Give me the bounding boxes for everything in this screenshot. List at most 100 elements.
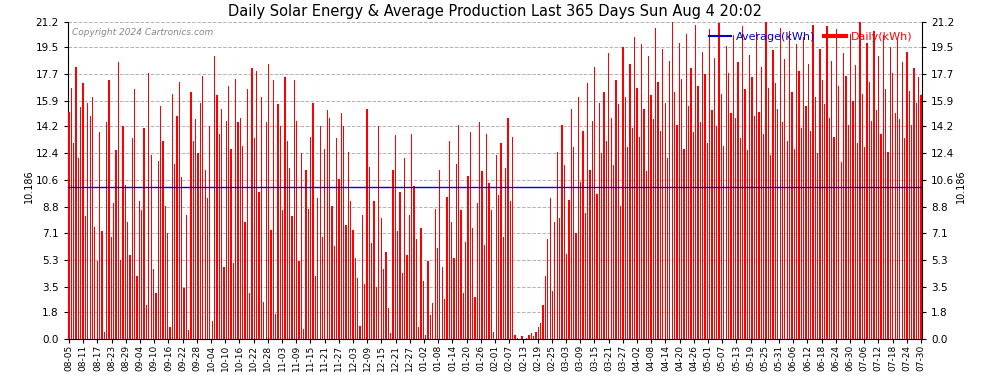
Bar [918,77,920,339]
Bar [371,243,372,339]
Bar [310,137,312,339]
Bar [364,284,365,339]
Bar [127,222,129,339]
Bar [169,327,170,339]
Bar [118,62,119,339]
Bar [150,155,151,339]
Bar [580,182,581,339]
Bar [714,58,715,339]
Bar [174,164,175,339]
Bar [845,76,846,339]
Bar [448,141,449,339]
Bar [914,68,915,339]
Bar [505,168,506,339]
Bar [152,268,154,339]
Bar [70,88,72,339]
Bar [827,26,828,339]
Bar [880,134,882,339]
Bar [402,273,403,339]
Text: 10.186: 10.186 [956,170,966,203]
Bar [453,258,454,339]
Bar [176,116,177,339]
Bar [301,153,302,339]
Bar [749,55,750,339]
Bar [287,141,288,339]
Title: Daily Solar Energy & Average Production Last 365 Days Sun Aug 4 20:02: Daily Solar Energy & Average Production … [228,4,762,19]
Bar [392,170,394,339]
Bar [639,137,640,339]
Bar [465,242,466,339]
Bar [479,122,480,339]
Bar [130,255,131,339]
Bar [810,131,812,339]
Bar [538,327,540,339]
Bar [630,64,631,339]
Bar [566,254,567,339]
Bar [549,198,550,339]
Bar [202,76,204,339]
Bar [275,314,276,339]
Bar [760,67,762,339]
Bar [193,141,194,339]
Bar [240,117,241,339]
Bar [350,201,351,339]
Bar [702,52,703,339]
Bar [556,152,557,339]
Bar [650,95,651,339]
Bar [707,143,708,339]
Bar [906,52,908,339]
Bar [195,119,196,339]
Bar [395,135,396,339]
Bar [224,267,225,339]
Bar [455,164,457,339]
Bar [740,138,741,339]
Bar [514,334,516,339]
Bar [214,56,215,339]
Bar [885,89,886,339]
Bar [160,105,161,339]
Bar [270,230,271,339]
Bar [735,117,737,339]
Bar [852,101,853,339]
Bar [125,185,126,339]
Bar [815,96,816,339]
Bar [765,22,766,339]
Bar [228,86,230,339]
Bar [676,125,677,339]
Bar [805,105,807,339]
Bar [817,153,819,339]
Bar [343,126,345,339]
Bar [469,132,471,339]
Bar [458,125,459,339]
Bar [134,89,136,339]
Bar [272,80,274,339]
Bar [728,73,730,339]
Bar [850,34,851,339]
Bar [652,119,654,339]
Bar [554,222,555,339]
Bar [544,276,546,339]
Bar [536,332,537,339]
Bar [659,131,661,339]
Bar [512,137,513,339]
Bar [89,116,91,339]
Bar [637,88,638,339]
Bar [909,91,910,339]
Bar [772,50,774,339]
Bar [320,126,321,339]
Bar [484,245,485,339]
Bar [897,40,898,339]
Bar [171,94,173,339]
Bar [428,261,429,339]
Bar [144,128,145,339]
Bar [868,82,870,339]
Bar [601,153,603,339]
Bar [693,132,694,339]
Bar [352,230,353,339]
Bar [798,71,800,339]
Bar [366,108,367,339]
Bar [68,111,69,339]
Bar [397,231,398,339]
Bar [596,194,598,339]
Bar [249,292,250,339]
